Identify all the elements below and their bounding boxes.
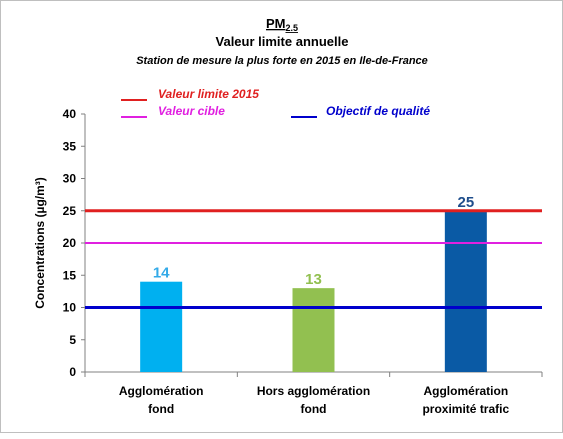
y-tick-label: 15: [63, 268, 77, 282]
data-label: 25: [457, 194, 474, 211]
legend-label: Valeur limite 2015: [158, 87, 259, 101]
category-label: Agglomération: [119, 384, 204, 398]
y-tick-label: 10: [63, 301, 77, 315]
category-label: Agglomération: [423, 384, 508, 398]
legend-label: Valeur cible: [158, 104, 225, 118]
chart-title-main: PM2.5: [266, 16, 298, 33]
bar: [292, 288, 335, 372]
chart-title-line3: Station de mesure la plus forte en 2015 …: [136, 55, 428, 67]
y-tick-label: 25: [63, 204, 77, 218]
y-tick-label: 0: [69, 365, 76, 379]
category-label: fond: [148, 402, 174, 416]
y-tick-label: 40: [63, 107, 77, 121]
category-label: Hors agglomération: [257, 384, 370, 398]
chart-title-line2: Valeur limite annuelle: [216, 34, 349, 49]
y-tick-label: 20: [63, 236, 77, 250]
category-label: proximité trafic: [422, 402, 509, 416]
y-tick-label: 35: [63, 139, 77, 153]
bar: [140, 281, 183, 372]
bar: [444, 210, 487, 372]
category-label: fond: [301, 402, 327, 416]
chart-title-subscript: 2.5: [285, 23, 298, 33]
legend-label: Objectif de qualité: [326, 104, 430, 118]
y-tick-label: 30: [63, 172, 77, 186]
y-tick-label: 5: [69, 333, 76, 347]
data-label: 14: [153, 265, 170, 282]
data-label: 13: [305, 271, 322, 288]
y-axis-label: Concentrations (µg/m³): [33, 177, 47, 309]
